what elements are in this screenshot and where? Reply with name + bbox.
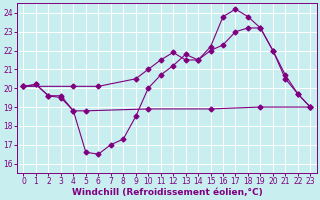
X-axis label: Windchill (Refroidissement éolien,°C): Windchill (Refroidissement éolien,°C) xyxy=(72,188,262,197)
